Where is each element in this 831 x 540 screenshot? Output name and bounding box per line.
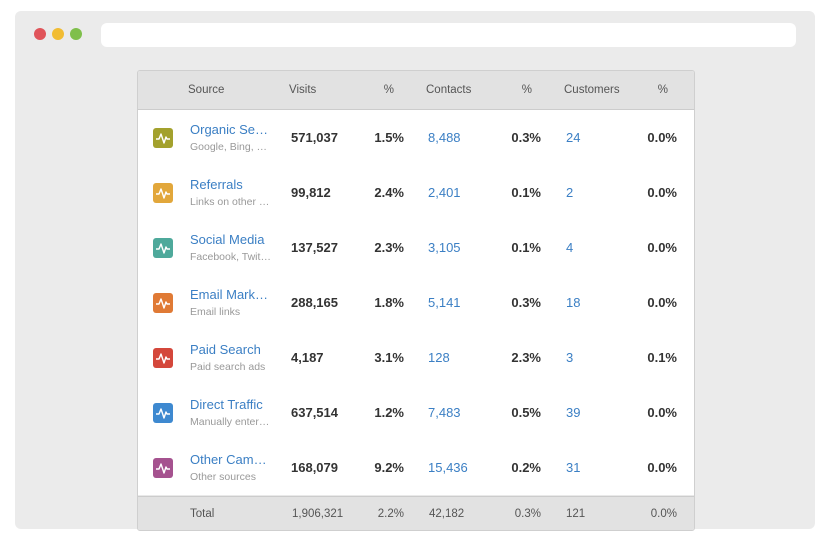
contacts-pct-value: 0.1% xyxy=(511,240,541,255)
table-header: Source Visits % Contacts % Customers % xyxy=(138,71,694,110)
address-bar[interactable] xyxy=(101,23,796,47)
customers-link[interactable]: 18 xyxy=(566,295,581,310)
total-customers-pct: 0.0% xyxy=(650,508,677,520)
header-visits[interactable]: Visits xyxy=(289,84,317,96)
activity-icon xyxy=(153,238,173,258)
visits-value: 288,165 xyxy=(291,295,338,310)
activity-icon xyxy=(153,348,173,368)
minimize-window-button[interactable] xyxy=(52,28,64,40)
contacts-pct-value: 0.3% xyxy=(511,295,541,310)
contacts-link[interactable]: 5,141 xyxy=(428,295,461,310)
activity-icon xyxy=(153,128,173,148)
total-label: Total xyxy=(190,508,215,520)
visits-pct-value: 9.2% xyxy=(374,460,404,475)
contacts-link[interactable]: 8,488 xyxy=(428,130,461,145)
table-row[interactable]: Direct Traffic Manually entered URLs 637,5… xyxy=(138,385,694,441)
maximize-window-button[interactable] xyxy=(70,28,82,40)
table-row[interactable]: Email Marketing Email links 288,165 1.8% 5,1… xyxy=(138,275,694,331)
customers-link[interactable]: 2 xyxy=(566,185,574,200)
customers-link[interactable]: 3 xyxy=(566,350,574,365)
header-source[interactable]: Source xyxy=(188,84,225,96)
customers-pct-value: 0.0% xyxy=(647,295,677,310)
visits-pct-value: 1.5% xyxy=(374,130,404,145)
visits-pct-value: 2.3% xyxy=(374,240,404,255)
table-row[interactable]: Referrals Links on other sites 99,812 2.4% 2… xyxy=(138,165,694,221)
customers-link[interactable]: 31 xyxy=(566,460,581,475)
visits-value: 99,812 xyxy=(291,185,331,200)
activity-icon xyxy=(153,293,173,313)
visits-value: 168,079 xyxy=(291,460,338,475)
visits-pct-value: 1.2% xyxy=(374,405,404,420)
customers-link[interactable]: 24 xyxy=(566,130,581,145)
visits-pct-value: 3.1% xyxy=(374,350,404,365)
contacts-link[interactable]: 15,436 xyxy=(428,460,468,475)
customers-pct-value: 0.0% xyxy=(647,185,677,200)
close-window-button[interactable] xyxy=(34,28,46,40)
contacts-link[interactable]: 3,105 xyxy=(428,240,461,255)
contacts-link[interactable]: 128 xyxy=(428,350,450,365)
source-name-link[interactable]: Referrals xyxy=(190,177,243,192)
total-customers: 121 xyxy=(566,508,586,520)
customers-pct-value: 0.0% xyxy=(647,405,677,420)
activity-icon xyxy=(153,458,173,478)
source-name-link[interactable]: Social Media xyxy=(190,232,265,247)
sources-table: Source Visits % Contacts % Customers % O… xyxy=(137,70,695,531)
contacts-pct-value: 0.3% xyxy=(511,130,541,145)
activity-icon xyxy=(153,183,173,203)
table-row[interactable]: Paid Search Paid search ads 4,187 3.1% 128 2.… xyxy=(138,330,694,386)
source-description: Links on other sites xyxy=(190,196,272,208)
visits-value: 637,514 xyxy=(291,405,338,420)
total-contacts-pct: 0.3% xyxy=(514,508,541,520)
customers-pct-value: 0.0% xyxy=(647,240,677,255)
table-row[interactable]: Other Campaigns Other sources 168,079 9.2% 1… xyxy=(138,440,694,496)
visits-pct-value: 2.4% xyxy=(374,185,404,200)
table-row[interactable]: Social Media Facebook, Twitter, and other… xyxy=(138,220,694,276)
source-description: Paid search ads xyxy=(190,361,266,373)
customers-link[interactable]: 39 xyxy=(566,405,581,420)
header-customers[interactable]: Customers xyxy=(564,84,620,96)
source-description: Manually entered URLs xyxy=(190,416,272,428)
header-visits-pct[interactable]: % xyxy=(383,84,394,96)
total-visits: 1,906,321 xyxy=(292,508,344,520)
source-name-link[interactable]: Other Campaigns xyxy=(190,452,272,467)
source-description: Other sources xyxy=(190,471,256,483)
visits-value: 137,527 xyxy=(291,240,338,255)
activity-icon xyxy=(153,403,173,423)
customers-pct-value: 0.1% xyxy=(647,350,677,365)
header-contacts-pct[interactable]: % xyxy=(521,84,532,96)
source-name-link[interactable]: Email Marketing xyxy=(190,287,272,302)
contacts-link[interactable]: 2,401 xyxy=(428,185,461,200)
source-name-link[interactable]: Direct Traffic xyxy=(190,397,263,412)
contacts-link[interactable]: 7,483 xyxy=(428,405,461,420)
total-contacts: 42,182 xyxy=(429,508,465,520)
visits-value: 571,037 xyxy=(291,130,338,145)
contacts-pct-value: 0.1% xyxy=(511,185,541,200)
browser-titlebar xyxy=(15,11,815,60)
visits-value: 4,187 xyxy=(291,350,324,365)
customers-link[interactable]: 4 xyxy=(566,240,574,255)
header-contacts[interactable]: Contacts xyxy=(426,84,472,96)
contacts-pct-value: 0.2% xyxy=(511,460,541,475)
visits-pct-value: 1.8% xyxy=(374,295,404,310)
customers-pct-value: 0.0% xyxy=(647,130,677,145)
total-visits-pct: 2.2% xyxy=(377,508,404,520)
contacts-pct-value: 0.5% xyxy=(511,405,541,420)
source-name-link[interactable]: Organic Search xyxy=(190,122,272,137)
source-name-link[interactable]: Paid Search xyxy=(190,342,261,357)
header-customers-pct[interactable]: % xyxy=(657,84,668,96)
contacts-pct-value: 2.3% xyxy=(511,350,541,365)
customers-pct-value: 0.0% xyxy=(647,460,677,475)
source-description: Email links xyxy=(190,306,241,318)
table-total-row: Total 1,906,321 2.2% 42,182 0.3% 121 0.0… xyxy=(138,496,694,530)
